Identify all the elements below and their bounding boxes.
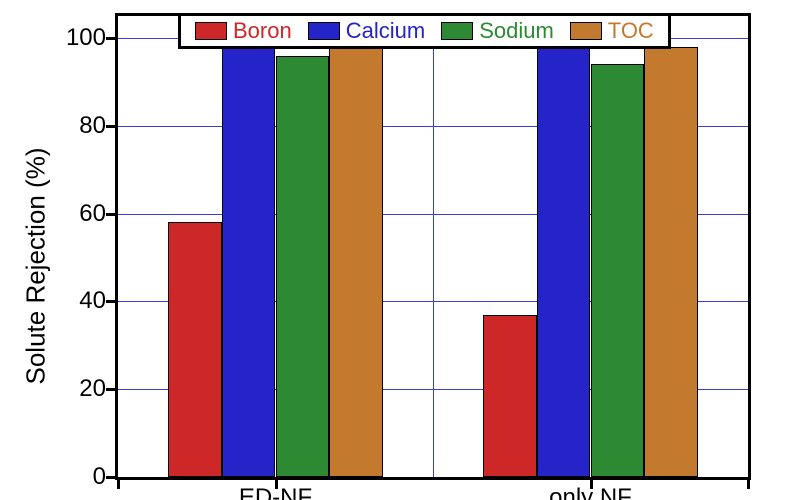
bar-boron-1 xyxy=(483,315,537,477)
xtick-label: only NF xyxy=(549,484,632,500)
legend-label: Sodium xyxy=(479,18,554,44)
legend-label: Calcium xyxy=(346,18,425,44)
legend-item-boron: Boron xyxy=(195,18,292,44)
bar-calcium-0 xyxy=(222,42,276,477)
legend-swatch xyxy=(308,22,340,40)
bar-boron-0 xyxy=(168,222,222,477)
ytick-mark xyxy=(106,300,118,303)
bar-sodium-1 xyxy=(591,64,645,477)
ytick-label: 60 xyxy=(46,200,106,228)
legend-item-calcium: Calcium xyxy=(308,18,425,44)
bar-toc-1 xyxy=(644,47,698,477)
ytick-label: 20 xyxy=(46,375,106,403)
ytick-label: 0 xyxy=(46,463,106,491)
y-axis-label: Solute Rejection (%) xyxy=(21,148,52,385)
bar-calcium-1 xyxy=(537,42,591,477)
xtick-mark xyxy=(117,477,120,489)
ytick-mark xyxy=(106,125,118,128)
legend-swatch xyxy=(441,22,473,40)
gridline-v xyxy=(433,16,434,477)
legend-swatch xyxy=(570,22,602,40)
legend: Boron Calcium Sodium TOC xyxy=(178,13,671,49)
xtick-mark xyxy=(747,477,750,489)
ytick-mark xyxy=(106,388,118,391)
legend-item-sodium: Sodium xyxy=(441,18,554,44)
legend-label: TOC xyxy=(608,18,654,44)
legend-label: Boron xyxy=(233,18,292,44)
bar-toc-0 xyxy=(329,47,383,477)
plot-area: Boron Calcium Sodium TOC xyxy=(115,13,751,480)
xtick-label: ED-NF xyxy=(239,484,312,500)
chart-container: Solute Rejection (%) Boron Calcium Sodium T… xyxy=(0,0,800,500)
legend-item-toc: TOC xyxy=(570,18,654,44)
bar-sodium-0 xyxy=(276,56,330,477)
legend-swatch xyxy=(195,22,227,40)
ytick-label: 100 xyxy=(46,24,106,52)
ytick-mark xyxy=(106,37,118,40)
ytick-mark xyxy=(106,213,118,216)
ytick-label: 80 xyxy=(46,112,106,140)
ytick-label: 40 xyxy=(46,287,106,315)
